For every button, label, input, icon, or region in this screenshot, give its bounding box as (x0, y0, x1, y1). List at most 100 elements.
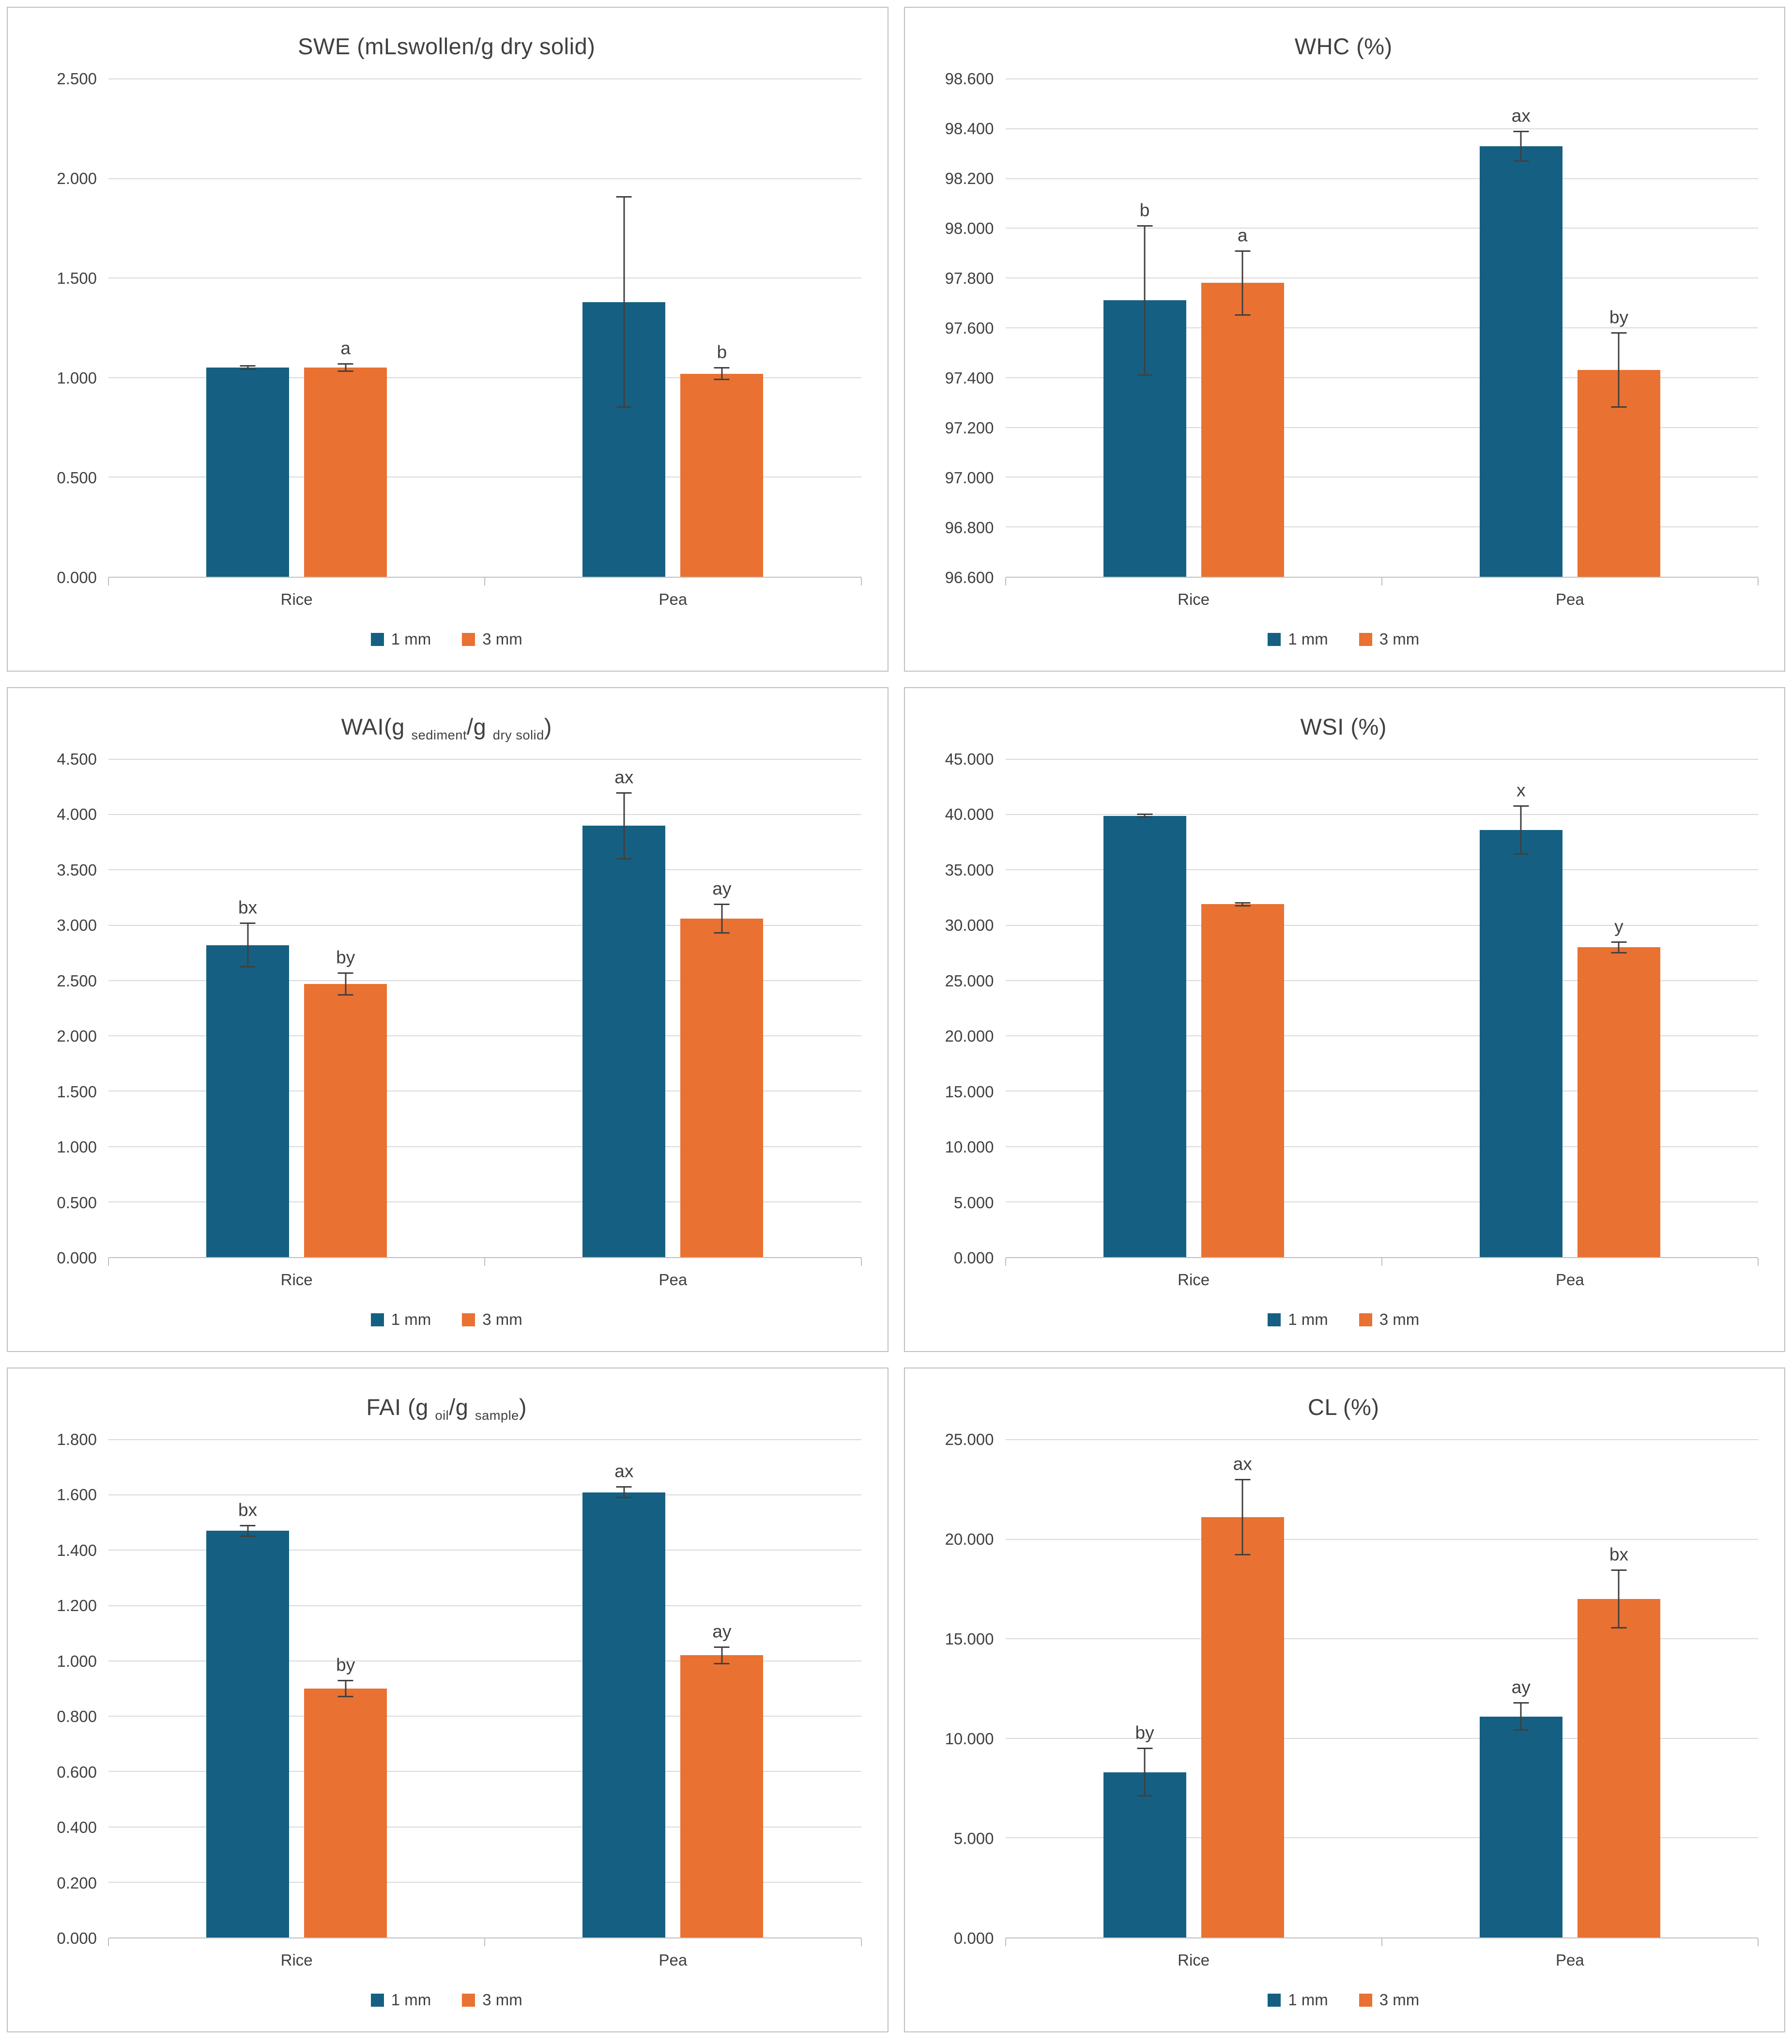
legend-label: 3 mm (1379, 630, 1420, 648)
chart-title-wsi: WSI (%) (919, 713, 1768, 740)
legend-label: 1 mm (391, 630, 431, 648)
bar-wsi-rice-1mm[interactable] (1103, 815, 1186, 1257)
y-tick-label: 96.800 (945, 519, 994, 537)
bar-wsi-rice-3mm[interactable] (1201, 904, 1284, 1257)
y-tick-label: 30.000 (945, 916, 994, 935)
y-tick-label: 3.000 (57, 916, 97, 935)
legend-label: 1 mm (391, 1310, 431, 1328)
bar-fai-rice-3mm[interactable] (304, 1689, 387, 1937)
bar-fai-rice-1mm[interactable] (206, 1531, 290, 1937)
legend-swatch-icon (1268, 1993, 1281, 2007)
y-tick-label: 0.500 (57, 1193, 97, 1212)
title-text: SWE (mLswollen/g dry solid) (298, 33, 596, 59)
x-category-label-pea: Pea (659, 1951, 688, 1969)
plot-body: 0.000 0.500 1.000 1.500 2.000 2.500 3.000 3.500… (22, 750, 871, 1267)
chart-panel-swe: SWE (mLswollen/g dry solid) 0.000 0.500 1.0… (7, 7, 888, 672)
y-tick-label: 2.500 (57, 971, 97, 990)
legend-item-1mm[interactable]: 1 mm (370, 1310, 431, 1329)
legend-wai: 1 mm 3 mm (22, 1310, 871, 1329)
bar-swe-rice-1mm[interactable] (206, 368, 290, 577)
bar-whc-pea-1mm[interactable] (1479, 146, 1562, 577)
bar-wai-rice-1mm[interactable] (206, 945, 290, 1257)
y-tick-label: 1.800 (57, 1430, 97, 1448)
bar-wsi-pea-1mm[interactable] (1479, 830, 1562, 1257)
bar-swe-pea-3mm[interactable] (680, 373, 764, 577)
bar-wai-pea-1mm[interactable] (582, 826, 666, 1257)
y-tick-label: 98.000 (945, 219, 994, 237)
y-tick-label: 2.000 (57, 1027, 97, 1045)
bar-cl-pea-1mm[interactable] (1479, 1716, 1562, 1937)
y-tick-label: 5.000 (953, 1193, 994, 1212)
gridline (108, 1771, 861, 1772)
significance-label: by (336, 1655, 355, 1675)
bar-fai-pea-1mm[interactable] (582, 1492, 666, 1937)
chart-panel-wai: WAI(g sediment/g dry solid) 0.000 0.500 1.0… (7, 687, 888, 1352)
significance-label: ax (1233, 1454, 1252, 1474)
title-text: g (392, 714, 412, 739)
error-bar (1144, 226, 1146, 375)
y-tick-label: 40.000 (945, 805, 994, 824)
y-tick-label: 2.000 (57, 169, 97, 187)
legend-item-3mm[interactable]: 3 mm (1359, 1310, 1419, 1329)
gridline (1005, 128, 1758, 129)
legend-item-3mm[interactable]: 3 mm (462, 630, 522, 648)
legend-item-3mm[interactable]: 3 mm (1359, 1991, 1419, 2009)
y-tick-label: 97.200 (945, 419, 994, 437)
gridline (1005, 1538, 1758, 1540)
legend-item-3mm[interactable]: 3 mm (462, 1310, 522, 1329)
error-bar (345, 1680, 347, 1697)
gridline (1005, 178, 1758, 179)
gridline (1005, 78, 1758, 79)
bar-cl-rice-1mm[interactable] (1103, 1772, 1186, 1937)
y-tick-label: 3.500 (57, 861, 97, 879)
legend-cl: 1 mm 3 mm (919, 1991, 1768, 2009)
x-category-label-rice: Rice (280, 1951, 313, 1969)
y-tick-label: 97.000 (945, 469, 994, 487)
gridline (108, 1201, 861, 1202)
y-tick-label: 97.400 (945, 369, 994, 387)
gridline (1005, 1439, 1758, 1440)
gridline (108, 814, 861, 815)
bar-swe-rice-3mm[interactable] (304, 368, 387, 577)
x-axis-tick (484, 578, 486, 585)
error-bar (1241, 250, 1243, 316)
gridline (108, 178, 861, 179)
legend-item-3mm[interactable]: 3 mm (1359, 630, 1420, 648)
bar-cl-pea-3mm[interactable] (1577, 1598, 1660, 1937)
legend-item-1mm[interactable]: 1 mm (1268, 630, 1328, 648)
legend-item-1mm[interactable]: 1 mm (1268, 1991, 1328, 2009)
significance-label: a (1237, 225, 1248, 246)
y-tick-label: 15.000 (945, 1630, 994, 1648)
gridline (1005, 228, 1758, 229)
bar-wsi-pea-3mm[interactable] (1577, 947, 1660, 1257)
legend-swatch-icon (1268, 1313, 1281, 1326)
legend-label: 1 mm (1288, 630, 1328, 648)
x-axis-tick (1758, 1258, 1759, 1266)
gridline (1005, 1837, 1758, 1839)
error-bar (1520, 1702, 1522, 1731)
bar-wai-rice-3mm[interactable] (304, 984, 387, 1257)
plot-body: 0.000 5.000 10.000 15.000 20.000 25.000 by ay ax… (919, 1430, 1768, 1947)
bar-fai-pea-3mm[interactable] (680, 1655, 764, 1937)
y-axis-cl: 0.000 5.000 10.000 15.000 20.000 25.000 (919, 1430, 1006, 1947)
x-category-label-rice: Rice (1178, 1271, 1210, 1289)
chart-panel-fai: FAI (g oil/g sample) 0.000 0.200 0.400 0.600… (7, 1368, 888, 2032)
y-tick-label: 5.000 (953, 1829, 994, 1847)
bar-wai-pea-3mm[interactable] (680, 918, 764, 1257)
x-axis-tick (108, 578, 109, 585)
x-axis-swe: Rice Pea (22, 578, 871, 609)
legend-item-1mm[interactable]: 1 mm (370, 630, 431, 648)
error-bar (345, 364, 347, 372)
legend-item-3mm[interactable]: 3 mm (462, 1991, 522, 2009)
bar-whc-rice-3mm[interactable] (1201, 283, 1284, 577)
gridline (1005, 526, 1758, 528)
legend-label: 1 mm (391, 1991, 431, 2009)
legend-item-1mm[interactable]: 1 mm (1268, 1310, 1328, 1329)
x-axis-tick (1005, 1258, 1006, 1266)
error-bar (1618, 941, 1620, 953)
gridline (108, 1716, 861, 1717)
legend-item-1mm[interactable]: 1 mm (370, 1991, 431, 2009)
x-axis-wai: Rice Pea (22, 1258, 871, 1289)
bar-cl-rice-3mm[interactable] (1201, 1517, 1284, 1937)
x-category-label-rice: Rice (1178, 1951, 1210, 1969)
